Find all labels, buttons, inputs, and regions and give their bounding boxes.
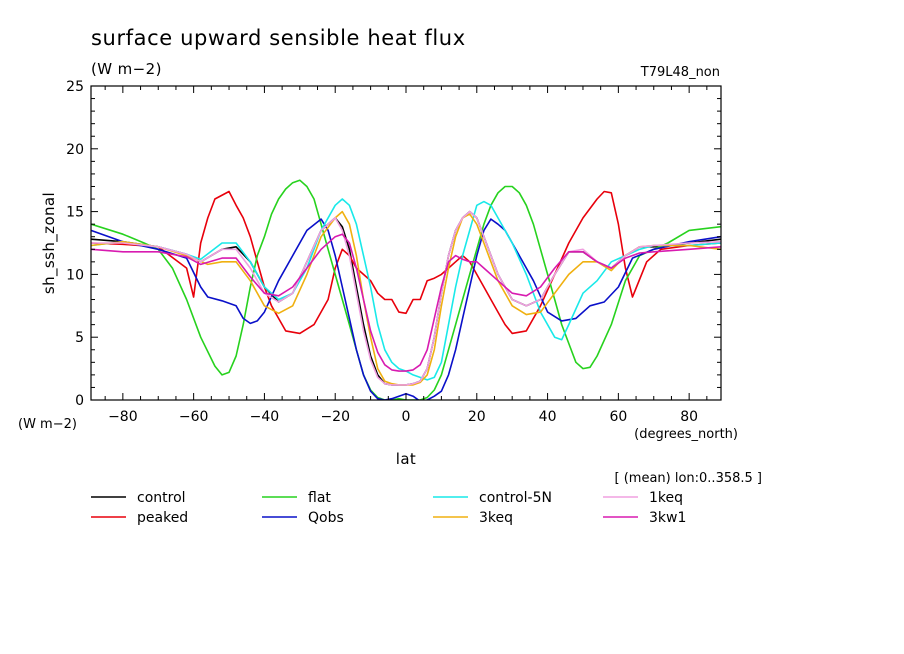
legend-item-control-5n: control-5N (433, 490, 552, 506)
x-tick-label: −60 (179, 409, 209, 425)
x-tick-label: −20 (320, 409, 350, 425)
legend-label: control-5N (479, 490, 552, 506)
y-unit-label: (W m−2) (18, 417, 77, 432)
legend-item-control: control (91, 490, 186, 506)
legend-label: control (137, 490, 186, 506)
legend-item-peaked: peaked (91, 510, 188, 526)
legend-label: 3keq (479, 510, 513, 526)
averaging-note: [ (mean) lon:0..358.5 ] (615, 471, 763, 486)
x-tick-label: 20 (468, 409, 486, 425)
legend: control peaked flat Qobs control-5N 3keq 1keq 3… (91, 490, 686, 526)
run-id-label: T79L48_non (640, 65, 720, 80)
y-tick-label: 0 (75, 393, 84, 409)
series-line-3kw1 (91, 233, 721, 372)
series-line-3keq (91, 210, 721, 386)
legend-label: peaked (137, 510, 188, 526)
legend-label: Qobs (308, 510, 344, 526)
series-line-peaked (91, 190, 721, 335)
plot-area: −80 −60 −40 −20 0 20 40 60 80 0 5 10 15 20 25 (66, 79, 722, 425)
x-tick-label: −40 (250, 409, 280, 425)
x-tick-label: −80 (108, 409, 138, 425)
chart-units: (W m−2) (91, 60, 162, 78)
legend-label: flat (308, 490, 331, 506)
legend-item-qobs: Qobs (262, 510, 344, 526)
y-tick-label: 10 (66, 267, 84, 283)
legend-item-flat: flat (262, 490, 331, 506)
y-axis-label: sh_ssh_zonal (40, 192, 59, 294)
series-line-flat (91, 179, 721, 400)
y-tick-label: 20 (66, 142, 84, 158)
x-axis-label: lat (396, 450, 416, 468)
legend-label: 3kw1 (649, 510, 686, 526)
series-line-control-5n (91, 198, 721, 381)
chart-title: surface upward sensible heat flux (91, 26, 466, 50)
x-unit-label: (degrees_north) (634, 427, 738, 442)
legend-item-1keq: 1keq (603, 490, 683, 506)
legend-label: 1keq (649, 490, 683, 506)
x-tick-label: 0 (402, 409, 411, 425)
legend-item-3kw1: 3kw1 (603, 510, 686, 526)
x-tick-label: 60 (609, 409, 627, 425)
x-tick-label: 80 (680, 409, 698, 425)
y-tick-label: 25 (66, 79, 84, 95)
plot-frame (90, 85, 722, 401)
series-line-qobs (91, 218, 721, 400)
legend-item-3keq: 3keq (433, 510, 513, 526)
y-tick-label: 5 (75, 330, 84, 346)
y-tick-label: 15 (66, 205, 84, 221)
x-tick-label: 40 (539, 409, 557, 425)
series-lines (91, 179, 721, 400)
